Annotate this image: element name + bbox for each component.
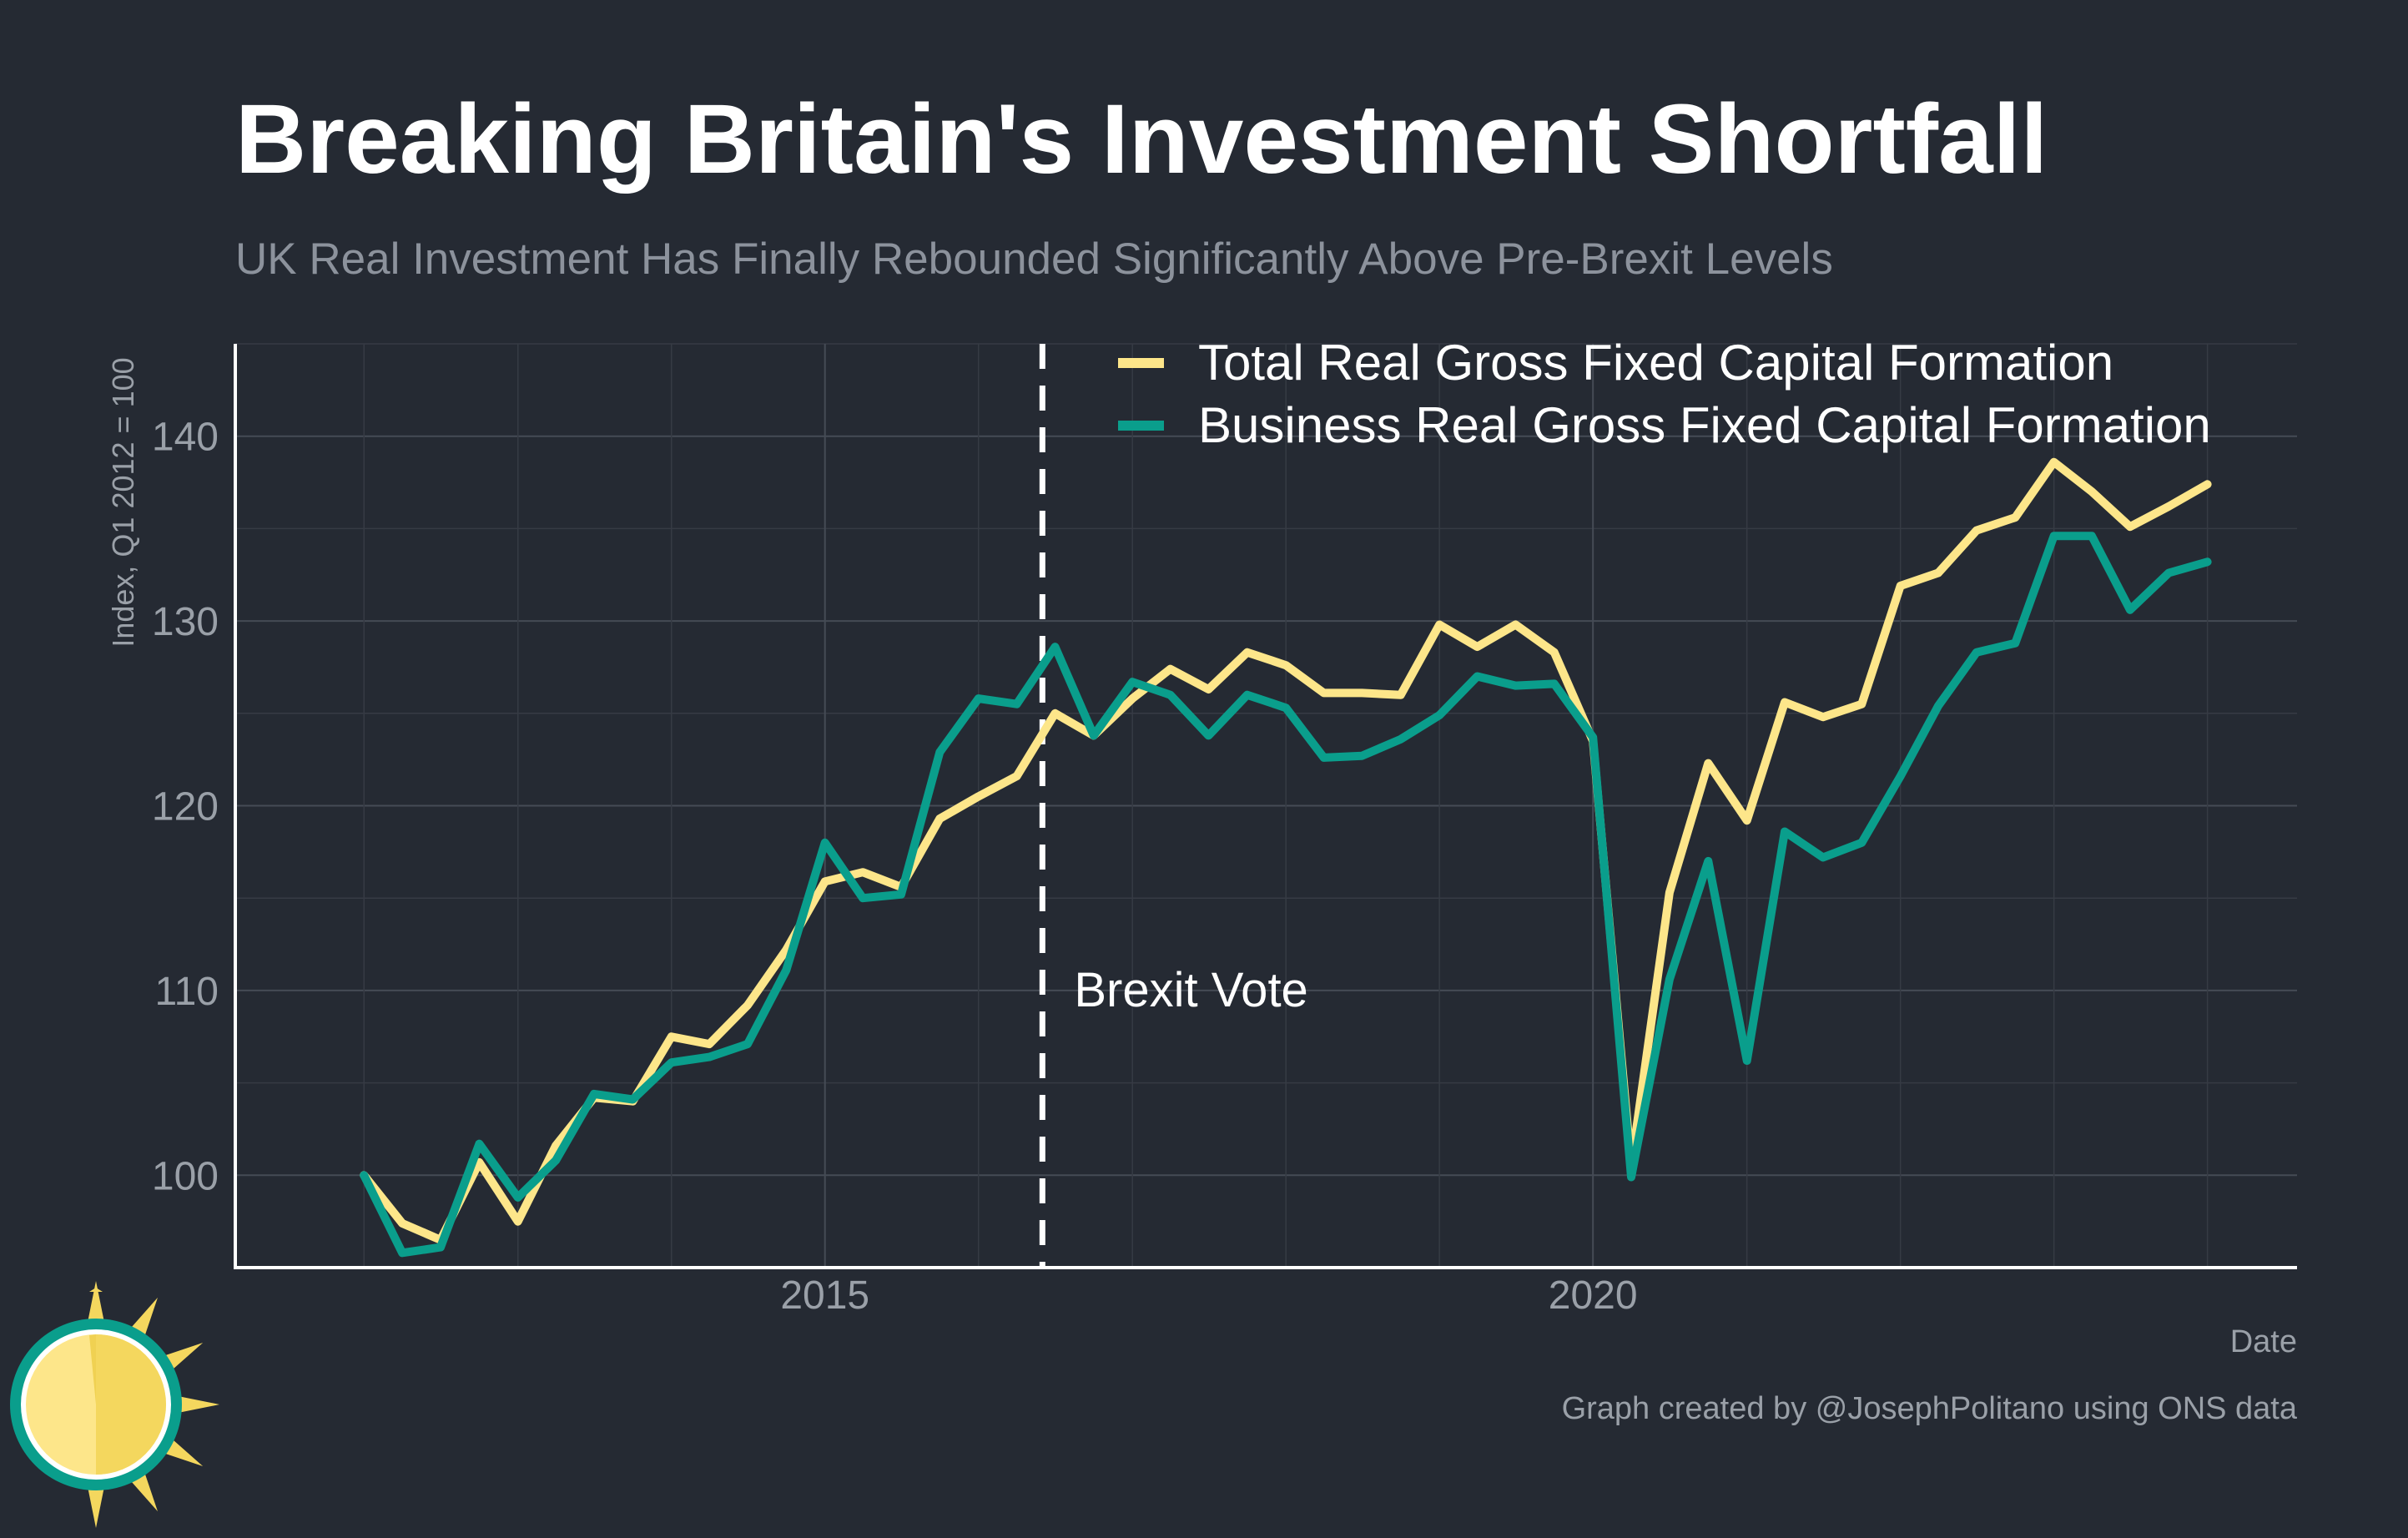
legend: Total Real Gross Fixed Capital Formation… [1118,335,2211,453]
series-line-business [360,532,2212,1258]
x-tick-label: 2015 [780,1273,869,1318]
gridlines [235,343,2297,1268]
brexit-vote-label: Brexit Vote [1074,963,1307,1017]
series-lines [360,457,2212,1258]
annotations: Brexit Vote [1039,344,1308,1268]
y-tick-labels: 100 110 120 130 140 [152,416,219,1199]
y-tick-label: 100 [152,1154,219,1198]
x-tick-labels: 2015 2020 [780,1273,1637,1318]
series-line-total [360,457,2212,1244]
sun-logo-icon [10,1281,219,1528]
y-tick-label: 140 [152,416,219,460]
y-tick-label: 120 [152,785,219,830]
chart-caption: Graph created by @JosephPolitano using O… [1562,1391,2298,1426]
x-axis-title: Date [2230,1324,2297,1359]
chart-title: Breaking Britain's Investment Shortfall [235,84,2048,194]
legend-label: Total Real Gross Fixed Capital Formation [1198,335,2113,391]
legend-label: Business Real Gross Fixed Capital Format… [1198,397,2211,453]
chart-subtitle: UK Real Investment Has Finally Rebounded… [235,234,1833,284]
y-tick-label: 130 [152,600,219,644]
y-axis-title: Index, Q1 2012 = 100 [106,357,140,647]
x-tick-label: 2020 [1549,1273,1638,1318]
y-tick-label: 110 [154,970,219,1014]
